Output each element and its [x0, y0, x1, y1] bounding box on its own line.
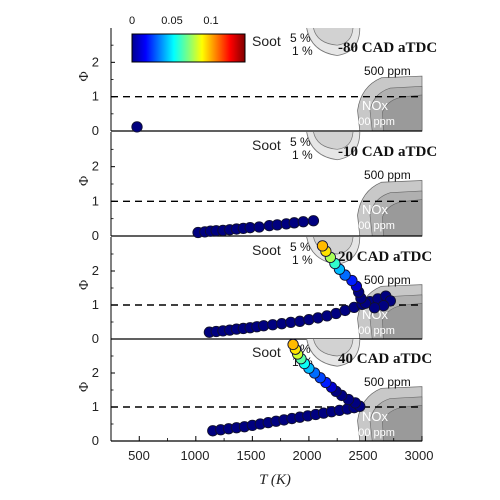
data-point: [307, 215, 320, 227]
soot-zone-label: Soot: [252, 242, 281, 258]
nox-label: NOx: [362, 409, 389, 424]
nox-500ppm-label: 500 ppm: [364, 273, 411, 287]
data-point: [287, 338, 299, 351]
data-point: [368, 302, 381, 314]
panel-title: 40 CAD aTDC: [338, 351, 432, 367]
nox-5000ppm-label: 5000 ppm: [346, 427, 395, 439]
panel-2: 0 1 2Φ Soot 5 %1 % 500 ppm NOx 5000 ppm -10 CAD …: [77, 131, 437, 243]
colorbar-label-0-05: 0.05: [161, 15, 182, 27]
y-axis-label: Φ: [77, 280, 92, 290]
nox-region-inner: [382, 94, 423, 132]
nox-region-inner: [382, 404, 423, 442]
x-tick-label-2000: 2000: [293, 448, 322, 463]
soot-5pct-label: 5 %: [290, 240, 311, 254]
colorbar-gradient: [131, 33, 246, 63]
panel-title: -80 CAD aTDC: [338, 40, 437, 56]
data-point: [297, 216, 309, 228]
soot-contour-inner: [313, 131, 354, 150]
panel-title: 20 CAD aTDC: [338, 249, 432, 265]
nox-500ppm-label: 500 ppm: [364, 375, 411, 389]
soot-1pct-label: 1 %: [292, 44, 313, 58]
y-tick-label: 2: [92, 263, 99, 278]
y-tick-label: 0: [92, 123, 99, 138]
y-tick-label: 1: [92, 297, 99, 312]
nox-label: NOx: [362, 202, 389, 217]
x-tick-label-500: 500: [128, 448, 150, 463]
nox-region-inner: [382, 199, 423, 237]
panel-1: 0 1 2Φ 5 %1 % 500 ppm NOx 5000 ppm -80 CAD aTDC: [77, 27, 437, 138]
colorbar: 0 0.05 0.1 Soot: [129, 15, 281, 63]
soot-1pct-label: 1 %: [292, 253, 313, 267]
soot-5pct-label: 5 %: [290, 135, 311, 149]
y-tick-label: 0: [92, 228, 99, 243]
nox-5000ppm-label: 5000 ppm: [346, 116, 395, 128]
y-axis-label: Φ: [77, 176, 92, 186]
y-tick-label: 1: [92, 89, 99, 104]
y-tick-label: 2: [92, 365, 99, 380]
colorbar-label-0-1: 0.1: [203, 15, 218, 27]
data-point: [303, 313, 315, 326]
nox-5000ppm-label: 5000 ppm: [346, 325, 395, 337]
nox-5000ppm-label: 5000 ppm: [346, 220, 395, 232]
x-axis-label: T (K): [259, 472, 291, 488]
y-tick-label: 2: [92, 159, 99, 174]
y-tick-label: 1: [92, 193, 99, 208]
x-tick-label-3000: 3000: [405, 448, 434, 463]
colorbar-soot-label: Soot: [252, 33, 281, 49]
y-axis-label: Φ: [77, 71, 92, 81]
soot-zone-label: Soot: [252, 344, 281, 360]
nox-500ppm-label: 500 ppm: [364, 168, 411, 182]
y-tick-label: 0: [92, 433, 99, 448]
x-tick-label-1000: 1000: [181, 448, 210, 463]
x-tick-label-1500: 1500: [237, 448, 266, 463]
colorbar-label-0: 0: [129, 15, 135, 27]
x-tick-label-2500: 2500: [349, 448, 378, 463]
soot-contour-inner: [313, 27, 354, 46]
x-axis: 500 1000 1500 2000 2500 3000 T (K): [128, 448, 433, 488]
y-tick-label: 2: [92, 54, 99, 69]
nox-label: NOx: [362, 98, 389, 113]
nox-region-inner: [382, 302, 423, 340]
y-tick-label: 0: [92, 331, 99, 346]
data-point: [316, 240, 329, 252]
nox-500ppm-label: 500 ppm: [364, 64, 411, 78]
y-tick-label: 1: [92, 399, 99, 414]
soot-5pct-label: 5 %: [290, 31, 311, 45]
panel-title: -10 CAD aTDC: [338, 144, 437, 160]
soot-1pct-label: 1 %: [292, 148, 313, 162]
data-point: [294, 315, 306, 327]
soot-contour-inner: [313, 338, 354, 357]
data-point: [131, 121, 143, 133]
y-axis-label: Φ: [77, 382, 92, 392]
soot-zone-label: Soot: [252, 137, 281, 153]
data-point: [253, 221, 265, 233]
